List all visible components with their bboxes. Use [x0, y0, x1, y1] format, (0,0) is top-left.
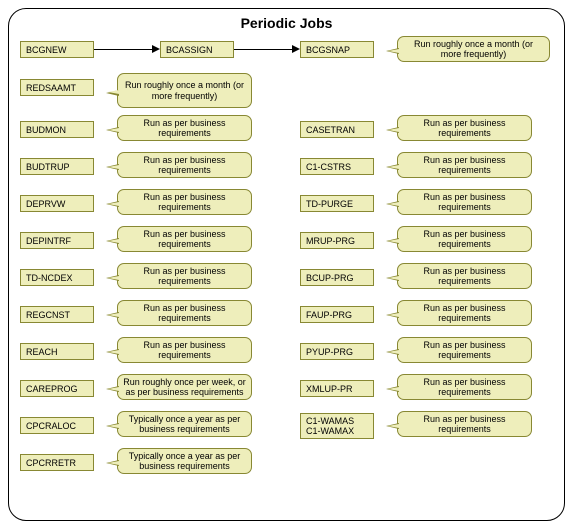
job-box: C1-CSTRS — [300, 158, 374, 175]
job-box: BCGSNAP — [300, 41, 374, 58]
job-box: BCGNEW — [20, 41, 94, 58]
job-box: TD-PURGE — [300, 195, 374, 212]
note-callout: Run as per business requirements — [397, 226, 532, 252]
job-box: CPCRRETR — [20, 454, 94, 471]
note-callout: Run as per business requirements — [397, 411, 532, 437]
job-box: CPCRALOC — [20, 417, 94, 434]
job-box: PYUP-PRG — [300, 343, 374, 360]
note-callout: Typically once a year as per business re… — [117, 448, 252, 474]
note-callout: Run as per business requirements — [117, 337, 252, 363]
note-callout: Run as per business requirements — [117, 226, 252, 252]
note-callout: Run as per business requirements — [117, 300, 252, 326]
note-callout: Run as per business requirements — [117, 263, 252, 289]
arrow-head — [292, 45, 300, 53]
job-box: DEPRVW — [20, 195, 94, 212]
diagram-title: Periodic Jobs — [9, 15, 564, 31]
job-box: CASETRAN — [300, 121, 374, 138]
job-box: CAREPROG — [20, 380, 94, 397]
note-callout: Typically once a year as per business re… — [117, 411, 252, 437]
job-box: FAUP-PRG — [300, 306, 374, 323]
note-callout: Run as per business requirements — [117, 115, 252, 141]
job-box: BUDMON — [20, 121, 94, 138]
arrow-line — [234, 49, 292, 50]
arrow-line — [94, 49, 152, 50]
note-callout: Run roughly once a month (or more freque… — [397, 36, 550, 62]
job-box: REACH — [20, 343, 94, 360]
job-box: XMLUP-PR — [300, 380, 374, 397]
job-box: C1-WAMAS C1-WAMAX — [300, 413, 374, 439]
note-callout: Run as per business requirements — [397, 374, 532, 400]
arrow-head — [152, 45, 160, 53]
job-box: DEPINTRF — [20, 232, 94, 249]
note-callout: Run roughly once per week, or as per bus… — [117, 374, 252, 400]
job-box: MRUP-PRG — [300, 232, 374, 249]
note-callout: Run as per business requirements — [397, 152, 532, 178]
note-callout: Run as per business requirements — [397, 300, 532, 326]
job-box: TD-NCDEX — [20, 269, 94, 286]
job-box: REGCNST — [20, 306, 94, 323]
job-box: BCASSIGN — [160, 41, 234, 58]
note-callout: Run as per business requirements — [397, 115, 532, 141]
diagram-container: Periodic Jobs BCGNEW BCASSIGN BCGSNAP Run r… — [8, 8, 565, 521]
job-box: REDSAAMT — [20, 79, 94, 96]
note-callout: Run roughly once a month (or more freque… — [117, 73, 252, 108]
note-callout: Run as per business requirements — [397, 337, 532, 363]
note-callout: Run as per business requirements — [117, 189, 252, 215]
note-callout: Run as per business requirements — [397, 263, 532, 289]
note-callout: Run as per business requirements — [117, 152, 252, 178]
job-box: BUDTRUP — [20, 158, 94, 175]
note-callout: Run as per business requirements — [397, 189, 532, 215]
job-box: BCUP-PRG — [300, 269, 374, 286]
